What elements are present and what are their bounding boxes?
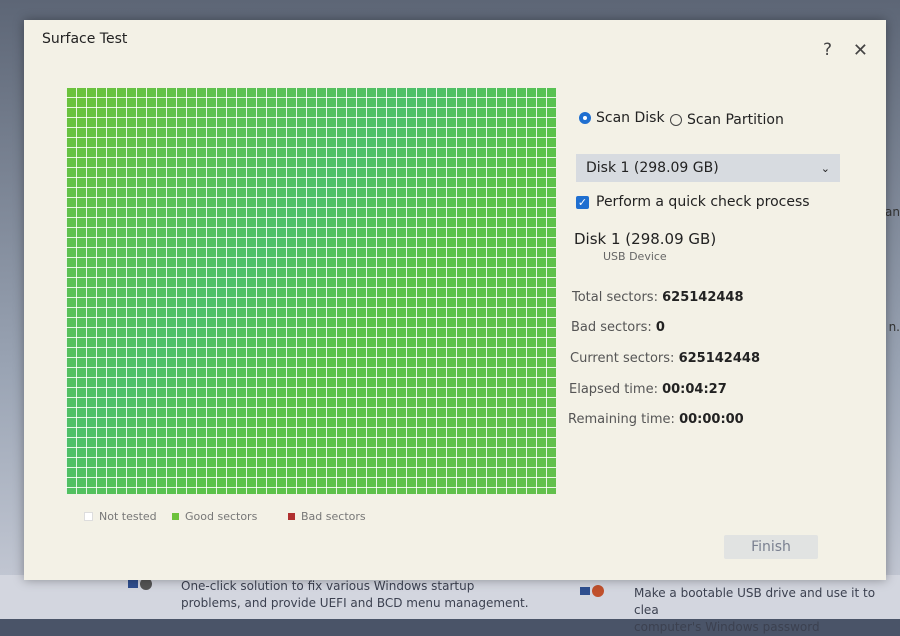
stat-label: Current sectors: <box>570 351 675 366</box>
stat-bad-sectors: Bad sectors: 0 <box>571 320 665 335</box>
stat-value: 00:04:27 <box>662 382 727 397</box>
boot-repair-icon <box>128 578 154 592</box>
quick-check-checkbox[interactable]: ✓ Perform a quick check process <box>576 194 810 210</box>
close-icon[interactable]: ✕ <box>852 40 868 61</box>
radio-unchecked-icon <box>670 114 682 126</box>
legend-good-sectors: Good sectors <box>172 510 257 523</box>
feature-desc-line: Make a bootable USB drive and use it to … <box>634 586 876 617</box>
disk-name: Disk 1 (298.09 GB) <box>574 230 717 248</box>
legend-not-tested: Not tested <box>84 510 157 523</box>
stat-label: Remaining time: <box>568 412 675 427</box>
stat-label: Total sectors: <box>572 290 658 305</box>
password-reset-icon <box>580 585 606 599</box>
legend-label: Bad sectors <box>301 510 366 523</box>
feature-desc-line: computer's Windows password <box>634 620 820 634</box>
checkmark-icon: ✓ <box>576 195 589 209</box>
stat-label: Elapsed time: <box>569 382 658 397</box>
legend-swatch <box>84 512 93 521</box>
stat-value: 00:00:00 <box>679 412 744 427</box>
radio-scan-partition[interactable]: Scan Partition <box>670 112 784 128</box>
stat-label: Bad sectors: <box>571 320 652 335</box>
legend-label: Good sectors <box>185 510 258 523</box>
feature-desc-line: One-click solution to fix various Window… <box>181 579 475 593</box>
legend-swatch <box>288 513 295 520</box>
stat-value: 0 <box>655 320 665 335</box>
background-feature-boot-repair[interactable]: One-click solution to fix various Window… <box>181 578 529 612</box>
feature-desc-line: problems, and provide UEFI and BCD menu … <box>181 596 529 610</box>
disk-select[interactable]: Disk 1 (298.09 GB) ⌄ <box>576 154 840 182</box>
dialog-title: Surface Test <box>42 31 128 47</box>
legend-bad-sectors: Bad sectors <box>288 510 366 523</box>
stat-value: 625142448 <box>662 290 744 305</box>
stat-total-sectors: Total sectors: 625142448 <box>572 290 744 305</box>
finish-button[interactable]: Finish <box>724 535 818 559</box>
background-text: n. <box>888 320 900 334</box>
help-icon[interactable]: ? <box>822 40 832 60</box>
radio-label: Scan Partition <box>687 112 784 128</box>
radio-checked-icon <box>579 112 591 124</box>
stat-value: 625142448 <box>678 351 760 366</box>
stat-remaining-time: Remaining time: 00:00:00 <box>568 412 744 427</box>
radio-scan-disk[interactable]: Scan Disk <box>579 110 665 126</box>
stat-current-sectors: Current sectors: 625142448 <box>570 351 760 366</box>
chevron-down-icon: ⌄ <box>820 161 830 175</box>
sector-map <box>66 88 556 494</box>
disk-type: USB Device <box>603 250 667 263</box>
legend-label: Not tested <box>99 510 157 523</box>
legend-swatch <box>172 513 179 520</box>
stat-elapsed-time: Elapsed time: 00:04:27 <box>569 382 727 397</box>
radio-label: Scan Disk <box>596 110 665 126</box>
background-feature-password-reset[interactable]: Make a bootable USB drive and use it to … <box>634 585 900 636</box>
checkbox-label: Perform a quick check process <box>596 194 810 210</box>
surface-test-dialog: Surface Test ? ✕ Not tested Good sectors… <box>24 20 886 580</box>
disk-select-value: Disk 1 (298.09 GB) <box>586 160 719 176</box>
